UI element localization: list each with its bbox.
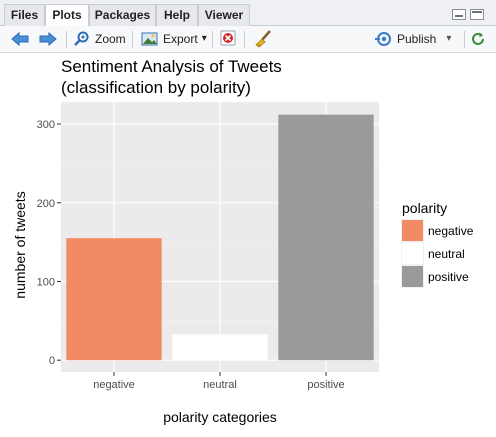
tab-viewer[interactable]: Viewer	[198, 4, 250, 26]
y-tick-label: 300	[37, 119, 55, 131]
back-button[interactable]	[10, 29, 30, 49]
legend-label-positive: positive	[428, 270, 469, 284]
tab-plots[interactable]: Plots	[45, 4, 89, 27]
magnifier-icon	[74, 31, 89, 46]
y-tick-label: 100	[37, 276, 55, 288]
bar-positive	[278, 114, 374, 361]
remove-plot-icon	[220, 30, 236, 46]
refresh-button[interactable]	[470, 29, 486, 49]
export-image-icon	[141, 32, 158, 46]
legend-title: polarity	[402, 200, 447, 216]
broom-icon	[255, 30, 271, 48]
legend-label-neutral: neutral	[428, 247, 465, 261]
plots-toolbar: Zoom Export ▾ Publish	[0, 26, 496, 53]
chart-title: Sentiment Analysis of Tweets	[61, 57, 282, 76]
publish-button[interactable]: Publish ▾	[375, 29, 451, 49]
pane-tab-bar: Files Plots Packages Help Viewer	[0, 0, 496, 27]
refresh-icon	[472, 32, 484, 45]
sentiment-bar-chart: Sentiment Analysis of Tweets (classifica…	[12, 57, 474, 425]
maximize-icon	[472, 11, 482, 18]
arrow-right-icon	[39, 31, 57, 47]
bar-negative	[66, 238, 162, 361]
legend-swatch-neutral	[402, 243, 423, 264]
legend-swatch-positive	[402, 266, 423, 287]
legend-swatch-negative	[402, 220, 423, 241]
legend-label-negative: negative	[428, 224, 474, 238]
x-tick-label-negative: negative	[93, 379, 135, 391]
chart-subtitle: (classification by polarity)	[61, 78, 251, 97]
minimize-icon	[455, 15, 463, 17]
minimize-pane-button[interactable]	[452, 9, 466, 20]
toolbar-divider	[212, 31, 213, 48]
plot-viewer: Sentiment Analysis of Tweets (classifica…	[0, 53, 496, 432]
zoom-button[interactable]: Zoom	[73, 29, 126, 49]
y-tick-label: 200	[37, 198, 55, 210]
publish-caret-icon: ▾	[446, 33, 452, 44]
maximize-pane-button[interactable]	[470, 9, 484, 20]
x-tick-label-neutral: neutral	[203, 379, 237, 391]
tab-packages[interactable]: Packages	[89, 4, 156, 26]
arrow-left-icon	[11, 31, 29, 47]
tab-files[interactable]: Files	[4, 4, 45, 26]
bar-neutral	[172, 334, 268, 361]
zoom-label: Zoom	[95, 32, 126, 46]
export-caret-icon: ▾	[201, 33, 207, 44]
y-tick-label: 0	[49, 355, 55, 367]
toolbar-divider	[66, 31, 67, 48]
publish-label: Publish	[397, 32, 437, 46]
publish-icon	[375, 32, 391, 46]
toolbar-divider	[464, 31, 465, 48]
tab-help[interactable]: Help	[156, 4, 198, 26]
clear-all-plots-button[interactable]	[253, 29, 273, 49]
toolbar-divider	[244, 31, 245, 48]
export-menu-button[interactable]: Export ▾	[141, 29, 207, 49]
export-label: Export	[163, 32, 198, 46]
remove-plot-button[interactable]	[220, 29, 238, 49]
toolbar-divider	[132, 31, 133, 48]
forward-button[interactable]	[38, 29, 58, 49]
x-tick-label-positive: positive	[307, 379, 344, 391]
y-axis-title: number of tweets	[12, 191, 28, 298]
x-axis-title: polarity categories	[163, 409, 277, 425]
